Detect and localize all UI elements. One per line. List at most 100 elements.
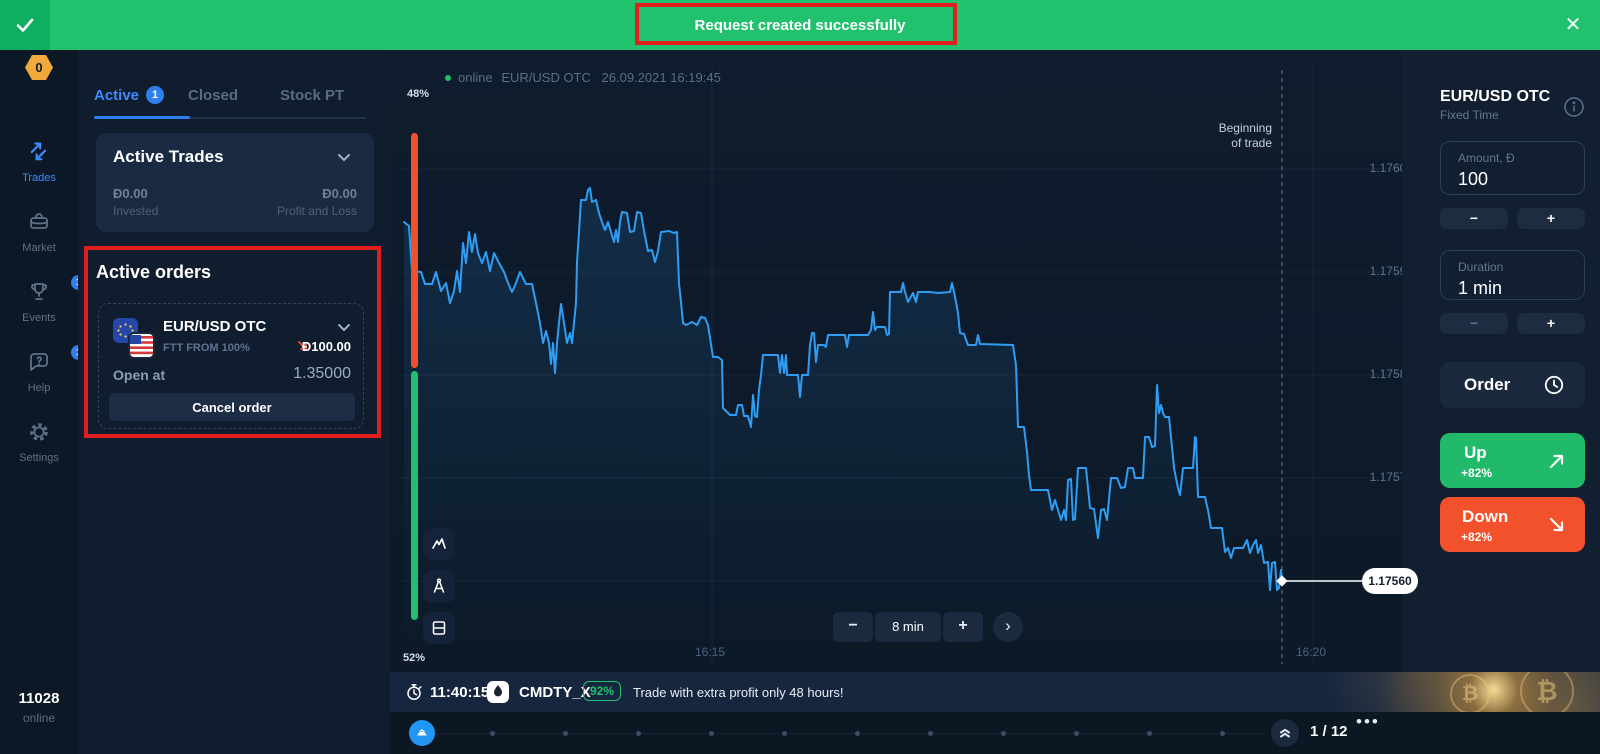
- help-icon: [30, 353, 48, 371]
- pagination-dot: [855, 731, 860, 736]
- pagination-dot: [1220, 731, 1225, 736]
- events-icon: [31, 283, 47, 300]
- pagination-dot: [1074, 731, 1079, 736]
- sidebar-item-trades[interactable]: Trades: [0, 140, 78, 184]
- zoom-window-value[interactable]: 8 min: [875, 612, 941, 642]
- pagination-more-button[interactable]: •••: [1356, 712, 1380, 731]
- open-at-label: Open at: [113, 367, 166, 383]
- trades-panel: Active 1 Closed Stock PT Active Trades Đ…: [78, 50, 390, 754]
- chart-area: online EUR/USD OTC 26.09.2021 16:19:45 4…: [390, 50, 1418, 672]
- pagination-track: [435, 733, 1265, 734]
- duration-field[interactable]: Duration 1 min: [1440, 250, 1585, 300]
- zoom-in-button[interactable]: +: [943, 612, 983, 642]
- tab-underline: [94, 117, 366, 119]
- commodity-icon-tile: [487, 681, 509, 703]
- pnl-value: Đ0.00: [322, 186, 357, 201]
- beginning-of-trade-label: Beginning of trade: [1218, 121, 1272, 150]
- tab-underline-active: [94, 116, 190, 119]
- duration-plus-button[interactable]: +: [1517, 313, 1585, 334]
- success-banner: Request created successfully ✕: [0, 0, 1600, 50]
- stopwatch-icon: [407, 684, 422, 700]
- up-button-percent: +82%: [1461, 466, 1493, 480]
- stacked-chevrons-icon: [1280, 728, 1290, 738]
- promo-ticker[interactable]: 11:40:15 CMDTY_X 92% Trade with extra pr…: [390, 672, 1600, 712]
- sentiment-bar-down: [411, 371, 418, 620]
- status-datetime: 26.09.2021 16:19:45: [601, 70, 721, 85]
- trades-icon: [30, 142, 47, 161]
- zoom-out-button[interactable]: −: [833, 612, 873, 642]
- down-button-percent: +82%: [1461, 530, 1493, 544]
- chart-type-button[interactable]: [423, 528, 455, 560]
- tab-closed[interactable]: Closed: [188, 87, 239, 104]
- chevron-right-icon: ›: [1005, 616, 1011, 635]
- annotation-box-banner: [635, 3, 957, 45]
- up-button[interactable]: Up +82%: [1440, 433, 1585, 488]
- amount-plus-button[interactable]: +: [1517, 208, 1585, 229]
- status-online: online: [458, 70, 493, 85]
- sidebar-item-market[interactable]: Market: [0, 210, 78, 254]
- panel-asset-mode: Fixed Time: [1440, 108, 1499, 122]
- pagination-dot: [490, 731, 495, 736]
- icon-sidebar: 0 Trades Market 1 Events 1 He: [0, 50, 86, 754]
- arrow-up-right-icon: [1549, 454, 1564, 469]
- status-asset: EUR/USD OTC: [501, 70, 591, 85]
- ticker-countdown: 11:40:15: [430, 684, 490, 701]
- order-button-label: Order: [1464, 375, 1511, 394]
- sidebar-item-events[interactable]: 1 Events: [0, 275, 86, 324]
- active-trades-title: Active Trades: [113, 147, 224, 166]
- line-chart-icon: [432, 538, 446, 549]
- usd-flag-icon: [128, 332, 155, 359]
- status-online-dot: [445, 75, 451, 81]
- banner-message: Request created successfully: [694, 16, 906, 34]
- market-icon: [30, 213, 48, 229]
- amount-minus-button[interactable]: −: [1440, 208, 1508, 229]
- pagination-dot: [636, 731, 641, 736]
- order-amount: Đ100.00: [301, 339, 351, 354]
- duration-minus-button[interactable]: −: [1440, 313, 1508, 334]
- amount-label: Amount, Đ: [1458, 151, 1515, 165]
- banner-check-tile: [0, 0, 50, 50]
- open-at-value: 1.35000: [293, 365, 351, 382]
- scroll-forward-button[interactable]: ›: [993, 612, 1023, 642]
- time-label: 16:20: [1296, 645, 1327, 659]
- oil-drop-icon: [494, 685, 502, 697]
- cancel-order-button[interactable]: Cancel order: [109, 393, 355, 421]
- info-icon[interactable]: [1563, 96, 1585, 118]
- amount-field[interactable]: Amount, Đ 100: [1440, 141, 1585, 195]
- level-badge[interactable]: 0: [25, 55, 53, 80]
- sidebar-item-help[interactable]: 1 Help: [0, 345, 86, 394]
- tab-stock-pt[interactable]: Stock PT: [280, 87, 345, 104]
- promo-list-button[interactable]: [1271, 719, 1299, 747]
- ticker-asset: CMDTY_X: [519, 684, 591, 701]
- sidebar-item-label: Events: [22, 312, 56, 324]
- sidebar-item-label: Settings: [19, 452, 59, 464]
- down-button[interactable]: Down +82%: [1440, 497, 1585, 552]
- promo-page-icon: [417, 729, 427, 736]
- sidebar-item-settings[interactable]: Settings: [0, 420, 78, 464]
- sidebar-item-label: Trades: [22, 172, 56, 184]
- down-button-label: Down: [1462, 507, 1509, 526]
- active-orders-title: Active orders: [96, 262, 212, 282]
- active-order-card: EUR/USD OTC FTT FROM 100% Đ100.00 Open a…: [98, 303, 364, 429]
- trend-down-icon: [298, 341, 307, 350]
- pagination-dot: [1147, 731, 1152, 736]
- promo-current-page-button[interactable]: [409, 720, 435, 746]
- pnl-label: Profit and Loss: [276, 204, 357, 218]
- amount-value: 100: [1458, 169, 1489, 189]
- pagination-count: 1 / 12: [1310, 723, 1348, 740]
- panel-asset-name: EUR/USD OTC: [1440, 88, 1551, 105]
- drawing-tools-button[interactable]: [423, 570, 455, 602]
- active-trades-card: Active Trades Đ0.00 Invested Đ0.00 Profi…: [96, 133, 374, 232]
- online-label: online: [22, 711, 56, 725]
- layout-button[interactable]: [423, 612, 455, 644]
- pagination-dot: [1001, 731, 1006, 736]
- order-button[interactable]: Order: [1440, 362, 1585, 408]
- sentiment-down-percent: 52%: [403, 652, 426, 664]
- order-asset-name: EUR/USD OTC: [163, 318, 267, 335]
- collapse-chevron-icon[interactable]: [336, 153, 352, 163]
- order-chevron-icon[interactable]: [337, 323, 351, 332]
- settings-gear-icon: [30, 423, 48, 441]
- tab-active[interactable]: Active: [94, 87, 140, 104]
- banner-close-button[interactable]: ✕: [1564, 14, 1582, 36]
